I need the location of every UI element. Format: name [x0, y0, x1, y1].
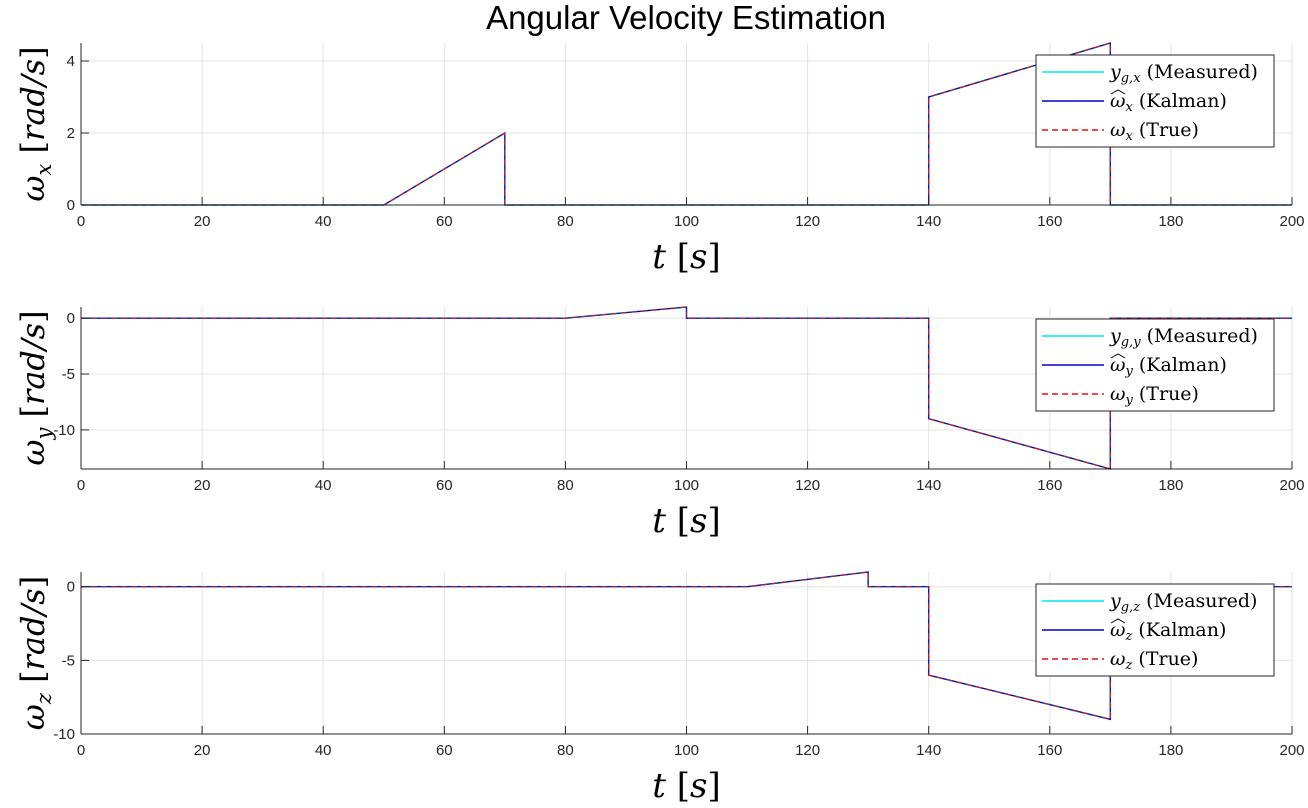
- hat-accent: [1110, 89, 1126, 95]
- legend: yg,x (Measured) ωx (Kalman) ωx (True): [1035, 54, 1275, 148]
- x-tick-label: 120: [795, 742, 820, 759]
- x-tick-label: 140: [916, 477, 941, 494]
- legend: yg,y (Measured) ωy (Kalman) ωy (True): [1035, 318, 1275, 412]
- y-tick-label: -5: [62, 366, 75, 383]
- legend-entry: ωy (True): [1110, 383, 1199, 408]
- x-tick-label: 160: [1037, 742, 1062, 759]
- y-axis-label: ωz [rad/s]: [14, 576, 56, 730]
- x-tick-label: 200: [1279, 213, 1304, 230]
- subplot-z: 0 20 40 60 80 100 120 140 160 180 200 0 -5 -10 t [s] ωz…: [14, 571, 1305, 806]
- x-tick-label: 160: [1037, 213, 1062, 230]
- series-line-true: [81, 571, 1292, 721]
- subplot-y: 0 20 40 60 80 100 120 140 160 180 200 0 -5 -10 t [s] ωy…: [14, 306, 1305, 541]
- y-tick-label: 0: [67, 310, 75, 327]
- series-line-true: [81, 42, 1292, 206]
- x-tick-label: 160: [1037, 477, 1062, 494]
- y-axis-label: ωy [rad/s]: [14, 310, 56, 465]
- x-tick-label: 140: [916, 742, 941, 759]
- y-axis-label: ωx [rad/s]: [14, 46, 56, 201]
- y-tick-label: 4: [67, 53, 75, 70]
- legend-entry: ωz (Kalman): [1110, 619, 1226, 644]
- hat-accent: [1110, 353, 1126, 359]
- y-tick-label: -5: [62, 652, 75, 669]
- x-tick-label: 80: [557, 742, 574, 759]
- x-tick-label: 20: [194, 213, 211, 230]
- legend: yg,z (Measured) ωz (Kalman) ωz (True): [1035, 583, 1275, 677]
- x-tick-label: 0: [77, 213, 85, 230]
- x-tick-label: 20: [194, 477, 211, 494]
- x-tick-label: 200: [1279, 477, 1304, 494]
- legend-entry: yg,x (Measured): [1109, 61, 1258, 86]
- x-tick-label: 180: [1158, 477, 1183, 494]
- x-tick-label: 20: [194, 742, 211, 759]
- series-line-true: [81, 306, 1292, 470]
- legend-entry: yg,y (Measured): [1109, 325, 1258, 350]
- y-tick-label: -10: [53, 422, 75, 439]
- x-tick-label: 100: [674, 477, 699, 494]
- y-tick-label: 2: [67, 125, 75, 142]
- x-tick-label: 80: [557, 477, 574, 494]
- legend-entry: yg,z (Measured): [1109, 590, 1257, 615]
- x-tick-label: 180: [1158, 742, 1183, 759]
- x-tick-label: 120: [795, 213, 820, 230]
- x-tick-label: 0: [77, 742, 85, 759]
- x-axis-label: t [s]: [652, 501, 720, 541]
- y-tick-label: -10: [53, 726, 75, 743]
- x-axis-label: t [s]: [652, 766, 720, 806]
- x-tick-label: 140: [916, 213, 941, 230]
- figure-title: Angular Velocity Estimation: [486, 0, 886, 36]
- x-tick-label: 200: [1279, 742, 1304, 759]
- x-tick-label: 40: [315, 477, 332, 494]
- x-tick-label: 60: [436, 213, 453, 230]
- legend-entry: ωx (True): [1110, 119, 1199, 144]
- x-tick-label: 60: [436, 477, 453, 494]
- legend-entry: ωz (True): [1110, 648, 1198, 673]
- legend-entry: ωx (Kalman): [1110, 90, 1227, 115]
- legend-entry: ωy (Kalman): [1110, 354, 1227, 379]
- y-tick-label: 0: [67, 197, 75, 214]
- x-tick-label: 0: [77, 477, 85, 494]
- legend-box: [1035, 54, 1275, 148]
- x-axis-label: t [s]: [652, 237, 720, 277]
- x-tick-label: 180: [1158, 213, 1183, 230]
- y-tick-label: 0: [67, 579, 75, 596]
- hat-accent: [1110, 618, 1126, 624]
- subplot-x: 0 20 40 60 80 100 120 140 160 180 200 0 2 4 t [s] ωx [r…: [14, 41, 1305, 277]
- x-tick-label: 120: [795, 477, 820, 494]
- x-tick-label: 80: [557, 213, 574, 230]
- x-tick-label: 100: [674, 213, 699, 230]
- x-tick-label: 60: [436, 742, 453, 759]
- x-tick-label: 100: [674, 742, 699, 759]
- x-tick-label: 40: [315, 742, 332, 759]
- x-tick-label: 40: [315, 213, 332, 230]
